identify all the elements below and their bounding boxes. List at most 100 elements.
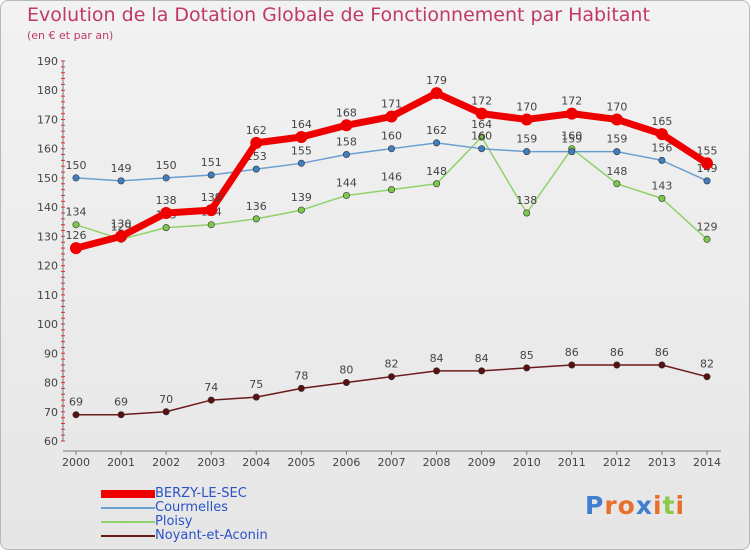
data-label-berzy-le-sec: 170 <box>516 100 537 113</box>
data-label-berzy-le-sec: 165 <box>651 115 672 128</box>
data-label-noyant-et-aconin: 80 <box>339 364 353 377</box>
logo-letter: x <box>635 491 653 520</box>
data-label-noyant-et-aconin: 75 <box>249 378 263 391</box>
logo-letter: P <box>585 491 605 520</box>
data-point-noyant-et-aconin <box>568 361 576 369</box>
data-point-courmelles <box>613 148 621 156</box>
y-tick-label: 100 <box>37 318 58 331</box>
data-label-courmelles: 159 <box>606 133 627 146</box>
y-tick-label: 90 <box>44 347 58 360</box>
data-point-ploisy <box>703 235 711 243</box>
x-tick-label: 2002 <box>152 456 180 469</box>
data-point-ploisy <box>297 206 305 214</box>
data-label-noyant-et-aconin: 86 <box>610 346 624 359</box>
x-tick-label: 2000 <box>62 456 90 469</box>
data-label-courmelles: 159 <box>516 133 537 146</box>
legend-swatch <box>101 515 155 529</box>
data-label-noyant-et-aconin: 74 <box>204 381 218 394</box>
data-point-ploisy <box>252 215 260 223</box>
data-label-berzy-le-sec: 164 <box>291 118 312 131</box>
data-point-courmelles <box>72 174 80 182</box>
chart-subtitle: (en € et par an) <box>27 29 114 42</box>
data-label-noyant-et-aconin: 86 <box>565 346 579 359</box>
data-label-courmelles: 150 <box>66 159 87 172</box>
data-label-berzy-le-sec: 172 <box>561 95 582 108</box>
data-point-courmelles <box>568 148 576 156</box>
data-label-berzy-le-sec: 171 <box>381 98 402 111</box>
data-point-berzy-le-sec <box>205 204 218 217</box>
x-tick-label: 2008 <box>423 456 451 469</box>
data-label-noyant-et-aconin: 82 <box>385 358 399 371</box>
data-label-courmelles: 159 <box>561 133 582 146</box>
legend-label: Courmelles <box>155 500 229 515</box>
data-point-courmelles <box>162 174 170 182</box>
data-label-ploisy: 129 <box>697 220 718 233</box>
y-tick-label: 70 <box>44 406 58 419</box>
data-label-noyant-et-aconin: 82 <box>700 358 714 371</box>
data-point-courmelles <box>703 177 711 185</box>
data-point-courmelles <box>387 145 395 153</box>
data-label-noyant-et-aconin: 78 <box>294 369 308 382</box>
data-point-ploisy <box>207 221 215 229</box>
x-tick-label: 2007 <box>378 456 406 469</box>
data-label-ploisy: 144 <box>336 176 357 189</box>
data-point-courmelles <box>478 145 486 153</box>
x-tick-label: 2006 <box>332 456 360 469</box>
data-point-noyant-et-aconin <box>252 393 260 401</box>
data-point-noyant-et-aconin <box>433 367 441 375</box>
data-point-berzy-le-sec <box>430 87 443 100</box>
data-label-noyant-et-aconin: 70 <box>159 393 173 406</box>
x-tick-label: 2010 <box>513 456 541 469</box>
data-label-noyant-et-aconin: 86 <box>655 346 669 359</box>
data-point-noyant-et-aconin <box>162 408 170 416</box>
data-label-ploisy: 148 <box>426 165 447 178</box>
data-point-ploisy <box>478 133 486 141</box>
x-tick-label: 2005 <box>287 456 315 469</box>
data-point-berzy-le-sec <box>520 113 533 126</box>
legend-swatch <box>101 501 155 515</box>
logo-letter: i <box>675 491 686 520</box>
data-label-ploisy: 136 <box>246 200 267 213</box>
data-point-courmelles <box>342 151 350 159</box>
y-tick-label: 140 <box>37 201 58 214</box>
y-tick-label: 80 <box>44 377 58 390</box>
legend-label: Noyant-et-Aconin <box>155 528 268 543</box>
data-point-ploisy <box>72 221 80 229</box>
x-tick-label: 2013 <box>648 456 676 469</box>
data-label-berzy-le-sec: 130 <box>111 217 132 230</box>
data-point-noyant-et-aconin <box>207 396 215 404</box>
data-label-courmelles: 155 <box>291 144 312 157</box>
data-point-ploisy <box>523 209 531 217</box>
data-label-berzy-le-sec: 139 <box>201 191 222 204</box>
data-point-berzy-le-sec <box>70 242 82 255</box>
data-label-noyant-et-aconin: 69 <box>114 396 128 409</box>
data-point-berzy-le-sec <box>160 207 173 219</box>
data-point-noyant-et-aconin <box>117 411 125 419</box>
data-label-berzy-le-sec: 138 <box>156 194 177 207</box>
data-label-ploisy: 134 <box>66 206 87 219</box>
data-label-ploisy: 139 <box>291 191 312 204</box>
data-point-courmelles <box>252 165 260 173</box>
data-point-ploisy <box>433 180 441 188</box>
data-label-ploisy: 164 <box>471 118 492 131</box>
data-label-ploisy: 146 <box>381 171 402 184</box>
logo-letter: r <box>604 491 618 520</box>
y-tick-label: 170 <box>37 113 58 126</box>
data-point-noyant-et-aconin <box>72 411 80 419</box>
data-label-courmelles: 162 <box>426 124 447 137</box>
data-point-berzy-le-sec <box>340 119 353 132</box>
data-point-berzy-le-sec <box>295 131 308 143</box>
data-label-courmelles: 158 <box>336 136 357 149</box>
y-tick-label: 150 <box>37 172 58 185</box>
data-point-berzy-le-sec <box>115 230 128 243</box>
x-tick-label: 2014 <box>693 456 721 469</box>
data-point-berzy-le-sec <box>385 110 398 123</box>
data-label-berzy-le-sec: 126 <box>66 229 87 242</box>
data-point-ploisy <box>613 180 621 188</box>
data-label-courmelles: 160 <box>381 130 402 143</box>
data-point-ploisy <box>342 191 350 199</box>
legend-swatch <box>101 487 155 501</box>
data-label-noyant-et-aconin: 84 <box>475 352 489 365</box>
data-point-berzy-le-sec <box>701 157 713 170</box>
